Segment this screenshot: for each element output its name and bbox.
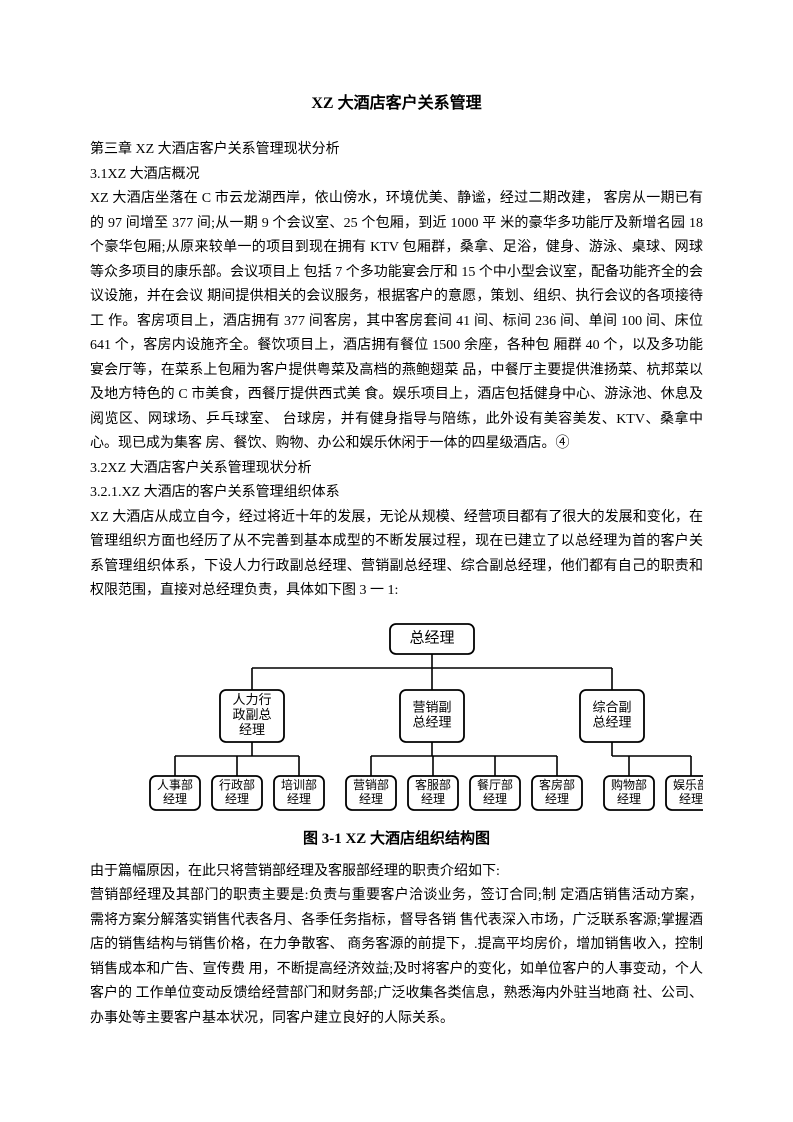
svg-text:人事部: 人事部 bbox=[157, 776, 193, 791]
svg-text:客房部: 客房部 bbox=[539, 776, 575, 791]
svg-text:营销副: 营销副 bbox=[412, 699, 451, 714]
svg-text:经理: 经理 bbox=[287, 791, 311, 805]
org-chart-container: 总经理人力行政副总经理营销副总经理综合副总经理人事部经理行政部经理培训部经理营销… bbox=[90, 612, 703, 852]
heading-3-2-1: 3.2.1.XZ 大酒店的客户关系管理组织体系 bbox=[90, 481, 703, 506]
svg-text:总经理: 总经理 bbox=[409, 629, 454, 646]
svg-text:经理: 经理 bbox=[225, 791, 249, 805]
paragraph-duties: 营销部经理及其部门的职责主要是:负责与重要客户洽谈业务，签订合同;制 定酒店销售… bbox=[90, 884, 703, 1031]
svg-text:政副总: 政副总 bbox=[232, 706, 271, 721]
svg-text:客服部: 客服部 bbox=[415, 776, 451, 791]
svg-text:经理: 经理 bbox=[163, 791, 187, 805]
heading-3-2: 3.2XZ 大酒店客户关系管理现状分析 bbox=[90, 457, 703, 482]
heading-3-1: 3.1XZ 大酒店概况 bbox=[90, 163, 703, 188]
svg-text:综合副: 综合副 bbox=[592, 699, 631, 714]
svg-text:经理: 经理 bbox=[239, 721, 265, 736]
svg-text:人力行: 人力行 bbox=[232, 691, 271, 706]
svg-text:营销部: 营销部 bbox=[353, 776, 389, 791]
svg-text:经理: 经理 bbox=[421, 791, 445, 805]
svg-text:总经理: 总经理 bbox=[412, 714, 451, 729]
svg-text:娱乐部: 娱乐部 bbox=[673, 776, 703, 791]
heading-ch3: 第三章 XZ 大酒店客户关系管理现状分析 bbox=[90, 138, 703, 163]
svg-text:行政部: 行政部 bbox=[219, 776, 255, 791]
svg-text:总经理: 总经理 bbox=[592, 714, 631, 729]
paragraph-org-intro: XZ 大酒店从成立自今，经过将近十年的发展，无论从规模、经营项目都有了很大的发展… bbox=[90, 506, 703, 604]
svg-text:购物部: 购物部 bbox=[611, 776, 647, 791]
svg-text:经理: 经理 bbox=[359, 791, 383, 805]
svg-text:经理: 经理 bbox=[617, 791, 641, 805]
paragraph-scope: 由于篇幅原因，在此只将营销部经理及客服部经理的职责介绍如下: bbox=[90, 860, 703, 885]
paragraph-overview: XZ 大酒店坐落在 C 市云龙湖西岸，依山傍水，环境优美、静谧，经过二期改建， … bbox=[90, 187, 703, 457]
org-chart: 总经理人力行政副总经理营销副总经理综合副总经理人事部经理行政部经理培训部经理营销… bbox=[90, 612, 703, 822]
doc-title: XZ 大酒店客户关系管理 bbox=[90, 90, 703, 118]
org-chart-caption: 图 3-1 XZ 大酒店组织结构图 bbox=[303, 826, 490, 852]
document-page: XZ 大酒店客户关系管理 第三章 XZ 大酒店客户关系管理现状分析 3.1XZ … bbox=[0, 0, 793, 1122]
svg-text:经理: 经理 bbox=[483, 791, 507, 805]
svg-text:经理: 经理 bbox=[679, 791, 703, 805]
svg-text:培训部: 培训部 bbox=[281, 776, 317, 791]
svg-text:经理: 经理 bbox=[545, 791, 569, 805]
svg-text:餐厅部: 餐厅部 bbox=[477, 776, 513, 791]
